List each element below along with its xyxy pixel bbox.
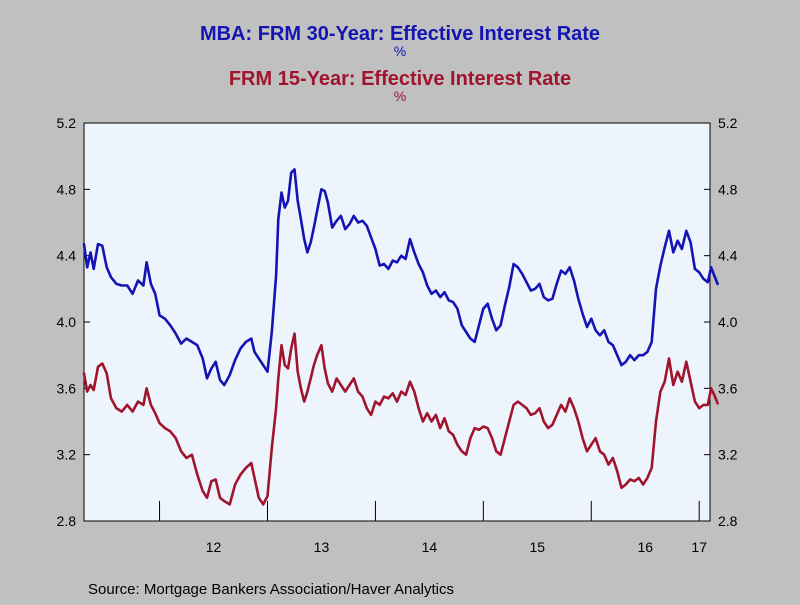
source-note: Source: Mortgage Bankers Association/Hav…	[88, 581, 454, 598]
y-tick-label-right: 4.8	[718, 181, 738, 197]
y-tick-label-left: 4.4	[57, 248, 77, 264]
chart-title-1-unit: %	[394, 43, 406, 59]
y-tick-label-left: 2.8	[57, 513, 77, 529]
x-axis: 12 13 14 15 16 17	[159, 501, 707, 555]
y-tick-label-left: 5.2	[57, 115, 77, 131]
y-axis-right: 2.8 3.2 3.6 4.0 4.4 4.8 5.2	[704, 115, 738, 529]
series-line-frm-15-year	[82, 332, 719, 506]
y-tick-label-right: 5.2	[718, 115, 738, 131]
y-axis-left: 2.8 3.2 3.6 4.0 4.4 4.8 5.2	[57, 115, 90, 529]
y-tick-label-right: 2.8	[718, 513, 738, 529]
series-line-frm-30-year	[82, 168, 719, 387]
chart-title-2-unit: %	[394, 88, 406, 104]
y-tick-label-right: 4.0	[718, 314, 738, 330]
x-tick-label: 15	[530, 539, 546, 555]
y-tick-label-left: 3.2	[57, 447, 77, 463]
x-tick-label: 12	[206, 539, 222, 555]
chart-title-2: FRM 15-Year: Effective Interest Rate	[229, 68, 571, 90]
y-tick-label-left: 4.8	[57, 181, 77, 197]
y-tick-label-left: 4.0	[57, 314, 77, 330]
y-tick-label-left: 3.6	[57, 380, 77, 396]
plot-area	[83, 122, 711, 522]
x-tick-label: 13	[314, 539, 330, 555]
y-tick-label-right: 4.4	[718, 248, 738, 264]
y-tick-label-right: 3.2	[718, 447, 738, 463]
x-tick-label: 17	[691, 539, 707, 555]
chart-title-1: MBA: FRM 30-Year: Effective Interest Rat…	[200, 23, 600, 45]
x-tick-label: 14	[422, 539, 438, 555]
x-tick-label: 16	[637, 539, 653, 555]
y-tick-label-right: 3.6	[718, 380, 738, 396]
series-layer	[82, 168, 719, 506]
